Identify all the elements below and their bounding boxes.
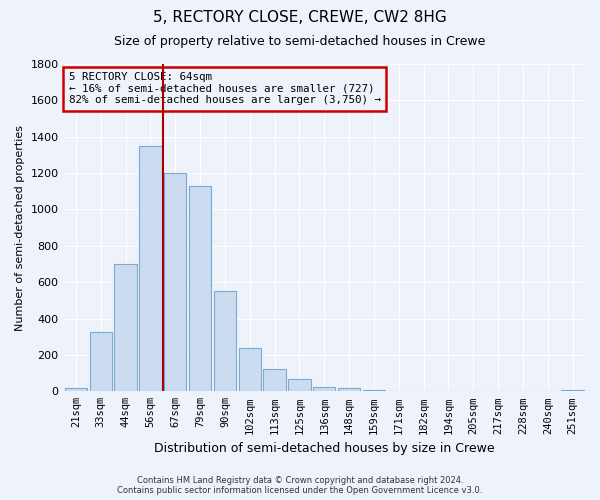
- Bar: [239, 348, 261, 392]
- Bar: [164, 173, 187, 392]
- Bar: [288, 380, 311, 392]
- X-axis label: Distribution of semi-detached houses by size in Crewe: Distribution of semi-detached houses by …: [154, 442, 494, 455]
- Bar: [338, 388, 360, 392]
- Bar: [89, 332, 112, 392]
- Text: Contains HM Land Registry data © Crown copyright and database right 2024.
Contai: Contains HM Land Registry data © Crown c…: [118, 476, 482, 495]
- Bar: [139, 146, 161, 392]
- Text: Size of property relative to semi-detached houses in Crewe: Size of property relative to semi-detach…: [115, 35, 485, 48]
- Text: 5 RECTORY CLOSE: 64sqm
← 16% of semi-detached houses are smaller (727)
82% of se: 5 RECTORY CLOSE: 64sqm ← 16% of semi-det…: [69, 72, 381, 106]
- Bar: [115, 264, 137, 392]
- Bar: [313, 387, 335, 392]
- Bar: [214, 292, 236, 392]
- Bar: [263, 370, 286, 392]
- Bar: [562, 390, 584, 392]
- Bar: [65, 388, 87, 392]
- Bar: [363, 390, 385, 392]
- Y-axis label: Number of semi-detached properties: Number of semi-detached properties: [15, 124, 25, 330]
- Bar: [189, 186, 211, 392]
- Text: 5, RECTORY CLOSE, CREWE, CW2 8HG: 5, RECTORY CLOSE, CREWE, CW2 8HG: [153, 10, 447, 25]
